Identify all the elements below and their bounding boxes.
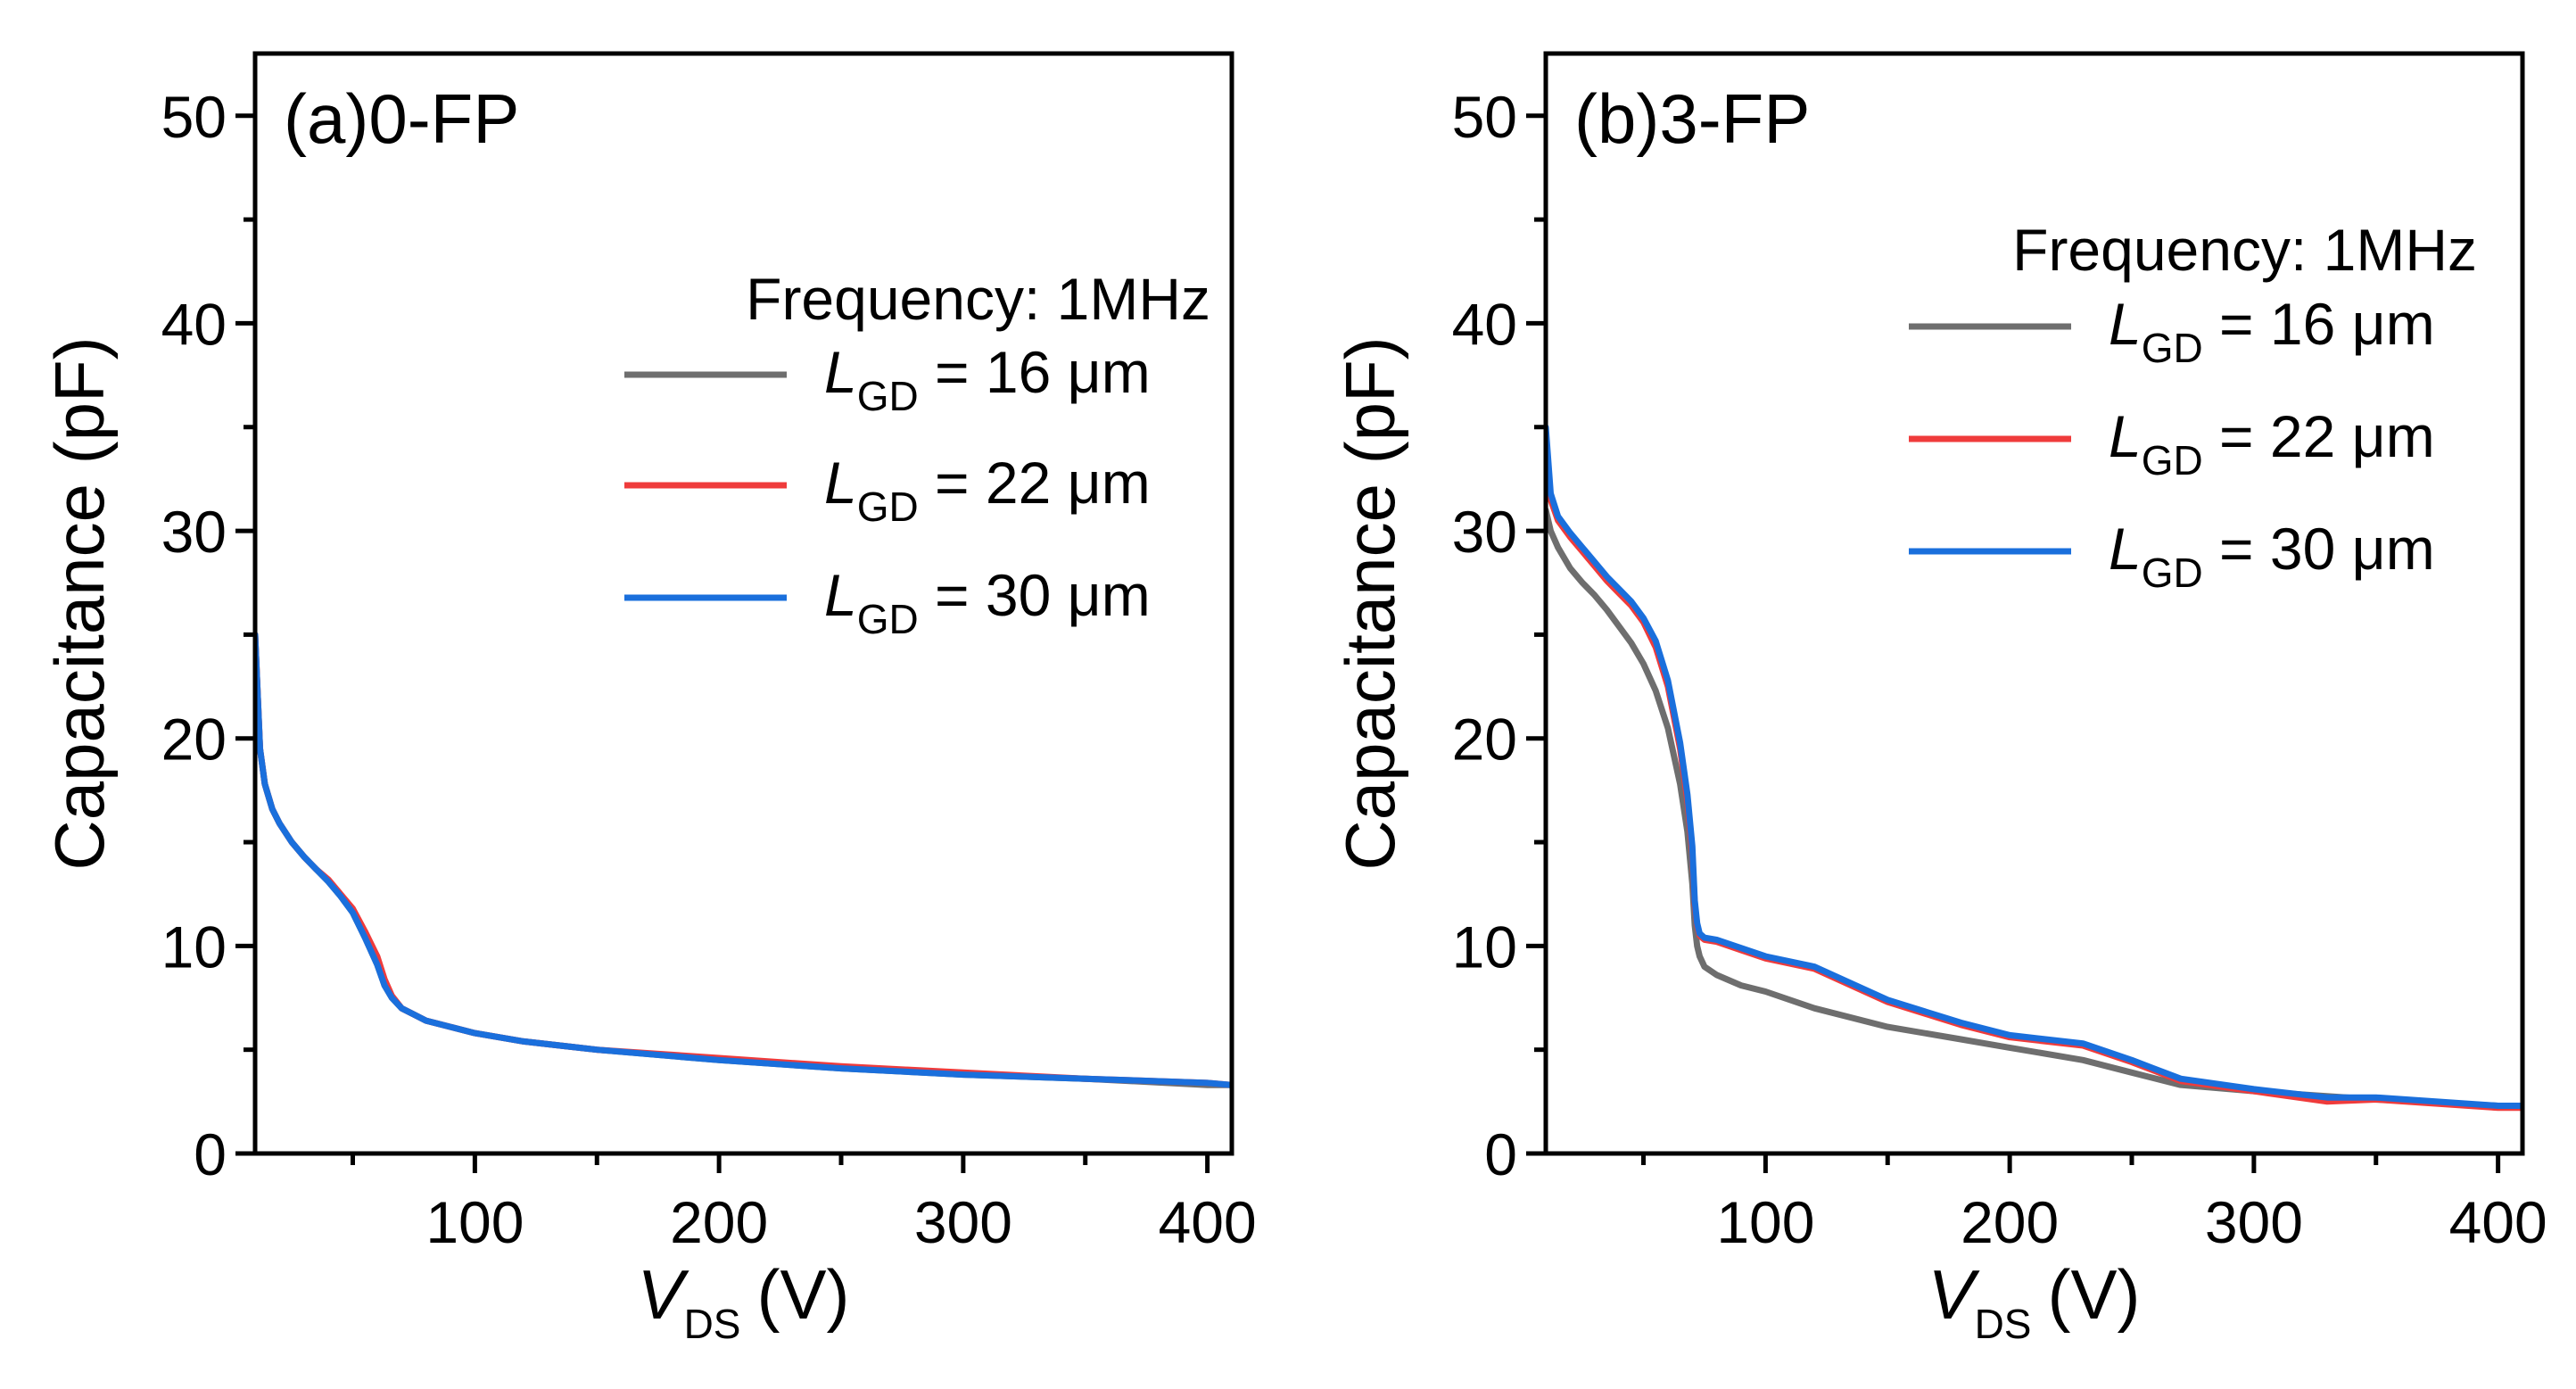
- x-axis-title-main: V: [638, 1255, 690, 1334]
- y-tick-label: 40: [161, 291, 227, 357]
- x-tick-label: 200: [670, 1189, 768, 1255]
- legend-label: LGD = 16 μm: [2109, 291, 2435, 371]
- legend-label-rest: = 22 μm: [2203, 403, 2435, 469]
- x-tick-label: 300: [914, 1189, 1012, 1255]
- legend-label: LGD = 30 μm: [2109, 516, 2435, 596]
- legend-label-sub: GD: [2142, 550, 2203, 596]
- y-tick-label: 30: [161, 499, 227, 565]
- x-axis-title-main: V: [1928, 1255, 1981, 1334]
- x-tick-label: 100: [1716, 1189, 1814, 1255]
- panel-label: (a)0-FP: [284, 79, 519, 158]
- series-line-lgd16: [1546, 507, 2522, 1109]
- plot-frame: [252, 51, 1234, 1156]
- panel-b: 100 200 300 400 0 10 20 30 40 50 VDS (V) Capacitance…: [1331, 51, 2547, 1347]
- x-axis-title-unit: (V): [2047, 1255, 2140, 1334]
- legend-label: LGD = 16 μm: [824, 339, 1151, 419]
- x-axis-title-unit: (V): [756, 1255, 849, 1334]
- y-tick-label: 10: [1452, 914, 1517, 980]
- legend-label: LGD = 22 μm: [824, 450, 1151, 530]
- y-axis-title: Capacitance (pF): [40, 336, 119, 870]
- legend-label-sub: GD: [2142, 437, 2203, 484]
- panel-a: 100 200 300 400 0 10 20 30 40 50 VDS (V) Capacitance…: [40, 51, 1257, 1347]
- legend-label-rest: = 22 μm: [919, 450, 1151, 516]
- x-tick-label: 400: [2449, 1189, 2547, 1255]
- x-axis-title-sub: DS: [1975, 1301, 2032, 1347]
- legend-label-rest: = 16 μm: [919, 339, 1151, 405]
- legend-label: LGD = 30 μm: [824, 562, 1151, 642]
- y-tick-label: 10: [161, 914, 227, 980]
- x-tick-label: 300: [2205, 1189, 2303, 1255]
- x-axis-title: VDS (V): [1928, 1255, 2141, 1347]
- legend-label-main: L: [2109, 516, 2142, 582]
- legend-label-sub: GD: [857, 596, 919, 642]
- series-group: [255, 631, 1232, 1088]
- legend-label-main: L: [2109, 291, 2142, 357]
- y-tick-label: 40: [1452, 291, 1517, 357]
- x-axis-title: VDS (V): [638, 1255, 850, 1347]
- legend-label-main: L: [824, 562, 857, 628]
- legend-label-sub: GD: [857, 373, 919, 419]
- legend-label-rest: = 30 μm: [919, 562, 1151, 628]
- legend-label-rest: = 30 μm: [2203, 516, 2435, 582]
- y-tick-label: 50: [161, 84, 227, 150]
- series-line-lgd30: [255, 631, 1232, 1088]
- legend-label-sub: GD: [857, 484, 919, 530]
- y-tick-label: 0: [1484, 1121, 1517, 1187]
- y-tick-label: 0: [194, 1121, 227, 1187]
- legend-title: Frequency: 1MHz: [2012, 217, 2477, 283]
- legend-label-rest: = 16 μm: [2203, 291, 2435, 357]
- plot-frame: [1543, 51, 2525, 1156]
- y-tick-label: 20: [1452, 707, 1517, 773]
- legend-label-sub: GD: [2142, 325, 2203, 371]
- x-axis-title-sub: DS: [684, 1301, 741, 1347]
- y-tick-label: 30: [1452, 499, 1517, 565]
- legend-label: LGD = 22 μm: [2109, 403, 2435, 484]
- x-tick-label: 100: [425, 1189, 524, 1255]
- series-line-lgd30: [1546, 424, 2522, 1109]
- y-axis-title: Capacitance (pF): [1331, 336, 1409, 870]
- legend-label-main: L: [824, 450, 857, 516]
- y-tick-label: 50: [1452, 84, 1517, 150]
- series-line-lgd22: [255, 631, 1232, 1088]
- series-group: [1546, 424, 2522, 1112]
- x-tick-label: 400: [1159, 1189, 1257, 1255]
- x-tick-label: 200: [1961, 1189, 2059, 1255]
- panel-label: (b)3-FP: [1574, 79, 1810, 158]
- legend-title: Frequency: 1MHz: [746, 266, 1210, 332]
- legend-label-main: L: [2109, 403, 2142, 469]
- y-tick-label: 20: [161, 707, 227, 773]
- series-line-lgd16: [255, 631, 1232, 1088]
- legend-label-main: L: [824, 339, 857, 405]
